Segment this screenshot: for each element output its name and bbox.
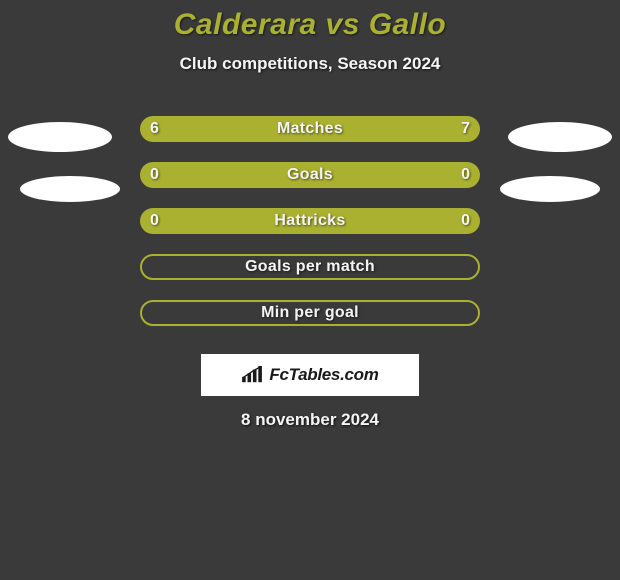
- stat-value-left: 0: [150, 162, 159, 188]
- stat-pill: Hattricks: [140, 208, 480, 234]
- date-text: 8 november 2024: [0, 410, 620, 430]
- page-title: Calderara vs Gallo: [0, 0, 620, 42]
- stat-label: Goals: [287, 166, 333, 184]
- stat-value-left: 6: [150, 116, 159, 142]
- stat-row: Goals per match: [0, 254, 620, 280]
- right-ellipse: [500, 176, 600, 202]
- stat-value-right: 0: [461, 162, 470, 188]
- logo-box: FcTables.com: [201, 354, 419, 396]
- stat-label: Matches: [277, 120, 343, 138]
- stat-value-left: 0: [150, 208, 159, 234]
- stat-value-right: 0: [461, 208, 470, 234]
- stat-pill: Goals per match: [140, 254, 480, 280]
- left-ellipse: [20, 176, 120, 202]
- subtitle: Club competitions, Season 2024: [0, 54, 620, 74]
- bar-chart-icon: [241, 366, 263, 384]
- stat-pill: Goals: [140, 162, 480, 188]
- stat-row: Min per goal: [0, 300, 620, 326]
- right-ellipse: [508, 122, 612, 152]
- stat-pill: Min per goal: [140, 300, 480, 326]
- logo-text: FcTables.com: [269, 365, 378, 385]
- left-ellipse: [8, 122, 112, 152]
- stat-value-right: 7: [461, 116, 470, 142]
- stat-pill: Matches: [140, 116, 480, 142]
- stat-label: Min per goal: [261, 304, 359, 322]
- stat-row: Hattricks 0 0: [0, 208, 620, 234]
- stat-label: Hattricks: [274, 212, 345, 230]
- stat-label: Goals per match: [245, 258, 375, 276]
